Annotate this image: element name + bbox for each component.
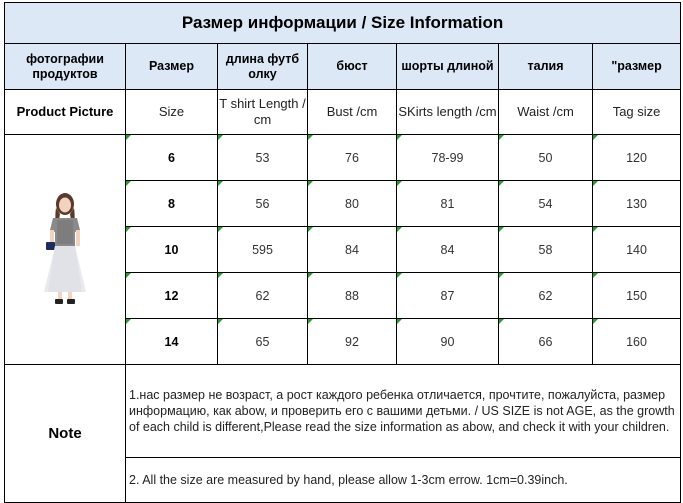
waist-value: 54 [498, 180, 593, 227]
skirt-length-value: 90 [396, 318, 499, 365]
size-value: 14 [125, 318, 218, 365]
header-en-tshirt-length: T shirt Length / cm [217, 89, 308, 135]
bust-value: 80 [307, 180, 397, 227]
tshirt-length-value: 65 [217, 318, 308, 365]
header-ru-bust: бюст [307, 43, 397, 90]
title-row: Размер информации / Size Information [3, 2, 682, 44]
header-ru-tshirt-length: длина футб олку [217, 43, 308, 90]
note-text-1: 1.нас размер не возраст, а рост каждого … [124, 364, 682, 458]
header-en-skirt-length: SKirts length /cm [396, 89, 499, 135]
header-ru-size: Размер [125, 43, 218, 90]
header-en-size: Size [125, 89, 218, 135]
header-row-russian: фотографии продуктов Размер длина футб о… [4, 43, 682, 90]
header-row-english: Product Picture Size T shirt Length / cm… [4, 89, 682, 135]
note-text-2: 2. All the size are measured by hand, pl… [124, 457, 682, 503]
header-ru-product-picture: фотографии продуктов [4, 43, 126, 90]
header-ru-tag-size: "размер [591, 43, 682, 90]
waist-value: 66 [498, 318, 593, 365]
size-value: 6 [125, 134, 218, 181]
table-row: 10 595 84 84 58 140 [5, 226, 682, 273]
bust-value: 88 [307, 272, 397, 319]
waist-value: 50 [498, 134, 593, 181]
tag-size-value: 130 [591, 180, 682, 227]
header-en-product-picture: Product Picture [4, 89, 126, 135]
size-value: 8 [125, 180, 218, 227]
waist-value: 58 [498, 226, 593, 273]
tshirt-length-value: 595 [217, 226, 308, 273]
bust-value: 76 [307, 134, 397, 181]
table-row: 6 53 76 78-99 50 120 [4, 134, 682, 365]
tag-size-value: 140 [591, 226, 682, 273]
tshirt-length-value: 53 [217, 134, 308, 181]
size-value: 12 [125, 272, 218, 319]
header-ru-skirt-length: шорты длиной [396, 43, 499, 90]
tag-size-value: 160 [591, 318, 682, 365]
table-row: 12 62 88 87 62 150 [5, 272, 682, 319]
tag-size-value: 150 [591, 272, 682, 319]
skirt-length-value: 87 [396, 272, 499, 319]
skirt-length-value: 78-99 [396, 134, 499, 181]
table-title: Размер информации / Size Information [3, 2, 682, 44]
header-en-tag-size: Tag size [591, 89, 682, 135]
product-photo-cell [4, 134, 126, 365]
size-value: 10 [125, 226, 218, 273]
bust-value: 84 [307, 226, 397, 273]
skirt-length-value: 81 [396, 180, 499, 227]
header-en-bust: Bust /cm [307, 89, 397, 135]
header-en-waist: Waist /cm [498, 89, 593, 135]
waist-value: 62 [498, 272, 593, 319]
tshirt-length-value: 62 [217, 272, 308, 319]
product-photo [44, 192, 86, 304]
tshirt-length-value: 56 [217, 180, 308, 227]
skirt-length-value: 84 [396, 226, 499, 273]
table-row: 8 56 80 81 54 130 [5, 180, 682, 227]
size-information-table: Размер информации / Size Information фот… [3, 2, 682, 503]
note-row: Note 1.нас размер не возраст, а рост каж… [4, 364, 682, 503]
table-row: 14 65 92 90 66 160 [5, 318, 682, 365]
size-chart-sheet: Размер информации / Size Information фот… [3, 2, 682, 503]
header-ru-waist: талия [498, 43, 593, 90]
tag-size-value: 120 [591, 134, 682, 181]
note-label: Note [4, 364, 126, 503]
bust-value: 92 [307, 318, 397, 365]
